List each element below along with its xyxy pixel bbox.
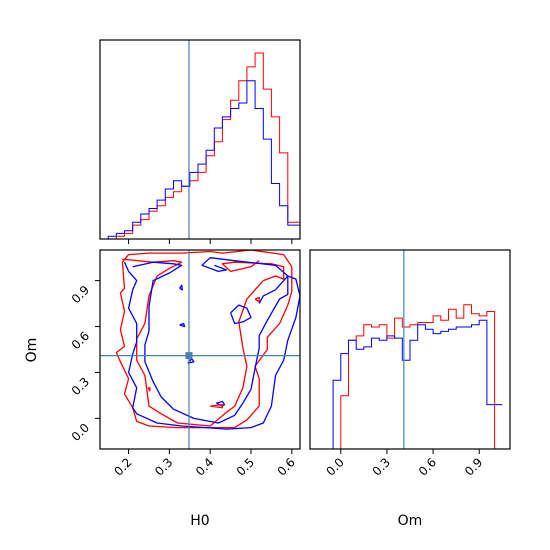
om-hist-red — [325, 304, 503, 449]
y-tick-label-0.3: 0.3 — [69, 375, 92, 398]
h0-histogram-panel — [99, 39, 301, 244]
contour-blue-4 — [229, 304, 252, 325]
contour-blue-10 — [179, 284, 184, 291]
x-tick-label-0.9: 0.9 — [462, 455, 485, 478]
y-tick-label-0.0: 0.0 — [69, 421, 92, 444]
x-tick-label-0.0: 0.0 — [323, 455, 346, 478]
y-tick-label-0.6: 0.6 — [69, 329, 92, 352]
x-tick-label-0.2: 0.2 — [111, 455, 134, 478]
h0-hist-blue — [100, 80, 300, 239]
om-hist-frame — [309, 249, 511, 450]
x-tick-label-0.5: 0.5 — [234, 455, 257, 478]
x-tick-label-0.3: 0.3 — [370, 455, 393, 478]
x-tick-label-0.4: 0.4 — [193, 455, 216, 478]
contour-red-8 — [254, 296, 260, 303]
contour-frame — [99, 249, 301, 450]
x-axis-label-h0: H0 — [190, 513, 209, 529]
x-tick-label-0.6: 0.6 — [416, 455, 439, 478]
y-tick-label-0.9: 0.9 — [69, 283, 92, 306]
h0-hist-frame — [99, 39, 301, 240]
truth-marker — [185, 352, 193, 360]
om-histogram-panel: 0.0 0.3 0.6 0.9 — [309, 249, 511, 479]
contour-red-1 — [115, 250, 293, 429]
contour-blue-2 — [132, 257, 289, 424]
h0-om-contour-panel: 0.2 0.3 0.4 0.5 0.6 0.0 0.3 0.6 0.9 — [69, 249, 301, 479]
x-tick-label-0.6: 0.6 — [275, 455, 298, 478]
x-tick-label-0.3: 0.3 — [152, 455, 175, 478]
h0-hist-red — [100, 52, 300, 239]
contour-red-7 — [210, 403, 224, 409]
contour-blue-6 — [187, 358, 195, 364]
y-axis-label-om: Om — [24, 338, 40, 363]
contour-red-9 — [147, 387, 151, 392]
contour-blue-3 — [123, 261, 300, 430]
contour-blue-11 — [179, 322, 186, 328]
om-hist-blue — [325, 319, 503, 449]
x-axis-label-om: Om — [398, 513, 423, 529]
